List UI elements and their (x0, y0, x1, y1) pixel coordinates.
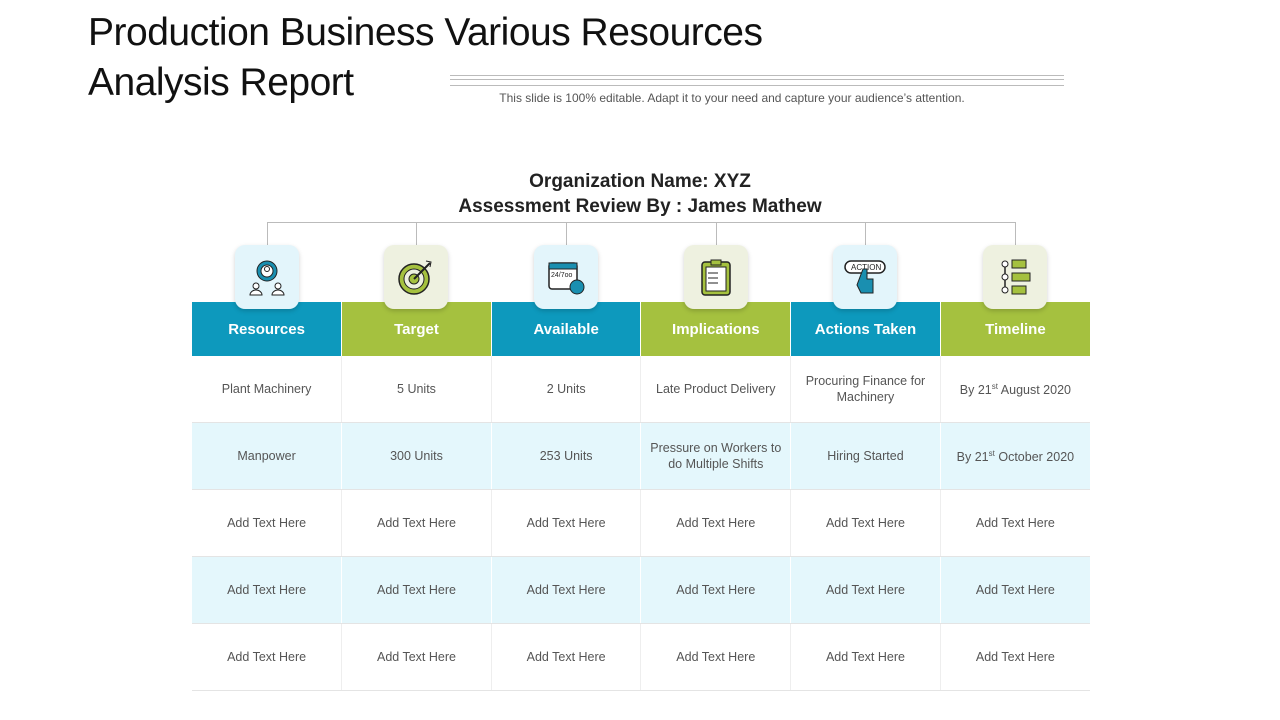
table-cell: By 21st August 2020 (940, 356, 1090, 423)
table-cell: By 21st October 2020 (940, 422, 1090, 490)
clipboard-icon (684, 245, 748, 309)
table-cell: Manpower (192, 422, 343, 490)
table-cell: Add Text Here (940, 623, 1090, 691)
table-row: Manpower 300 Units 253 Units Pressure on Wo… (192, 422, 1090, 490)
connector-drop (716, 222, 717, 246)
slide-title: Production Business Various Resources Ana… (88, 8, 763, 108)
column-header-implications: Implications (640, 302, 792, 356)
table-cell: 5 Units (341, 356, 492, 423)
column-header-resources: Resources (192, 302, 343, 356)
table-cell: Add Text Here (491, 556, 642, 624)
table-cell: Add Text Here (192, 556, 343, 624)
reviewer: Assessment Review By : James Mathew (458, 196, 822, 217)
connector-drop (1015, 222, 1016, 246)
table-row: Add Text Here Add Text Here Add Text Here A… (192, 489, 1090, 557)
table-cell: Add Text Here (192, 489, 343, 557)
table-cell: Add Text Here (491, 489, 642, 557)
title-line-2: Analysis Report (88, 61, 354, 104)
table-row: Add Text Here Add Text Here Add Text Here A… (192, 556, 1090, 624)
connector-line (267, 222, 1016, 223)
column-header-timeline: Timeline (940, 302, 1090, 356)
svg-text:24/7oo: 24/7oo (551, 272, 573, 279)
table-cell: Pressure on Workers to do Multiple Shift… (640, 422, 792, 490)
people-gear-icon (235, 245, 299, 309)
connector-drop (416, 222, 417, 246)
org-name: Organization Name: XYZ (529, 171, 751, 192)
table-cell: Procuring Finance for Machinery (790, 356, 941, 423)
table-cell: Add Text Here (192, 623, 343, 691)
connector-drop (566, 222, 567, 246)
table-cell: Add Text Here (790, 556, 941, 624)
table-cell: Late Product Delivery (640, 356, 792, 423)
table-cell: 253 Units (491, 422, 642, 490)
table-cell: Add Text Here (341, 623, 492, 691)
table-cell: Add Text Here (640, 556, 792, 624)
connector-drop (267, 222, 268, 246)
column-header-available: Available (491, 302, 642, 356)
action-button-icon: ACTION (833, 245, 897, 309)
table-cell: Add Text Here (341, 489, 492, 557)
resources-table: Resources Target Available Implications Acti… (192, 302, 1090, 691)
connector-drop (865, 222, 866, 246)
table-cell: Add Text Here (940, 556, 1090, 624)
svg-text:ACTION: ACTION (851, 263, 881, 272)
table-cell: Add Text Here (341, 556, 492, 624)
table-cell: Add Text Here (940, 489, 1090, 557)
table-cell: Plant Machinery (192, 356, 343, 423)
table-cell: 2 Units (491, 356, 642, 423)
decorative-lines (450, 75, 1064, 86)
table-cell: Add Text Here (790, 623, 941, 691)
column-header-target: Target (341, 302, 492, 356)
table-row: Add Text Here Add Text Here Add Text Here A… (192, 623, 1090, 691)
organization-heading: Organization Name: XYZ Assessment Review … (340, 169, 940, 219)
title-line-1: Production Business Various Resources (88, 11, 763, 54)
calendar-24-7-icon: 24/7oo (534, 245, 598, 309)
subtitle: This slide is 100% editable. Adapt it to… (499, 91, 965, 105)
table-cell: 300 Units (341, 422, 492, 490)
table-cell: Add Text Here (491, 623, 642, 691)
table-cell: Add Text Here (640, 623, 792, 691)
column-header-actions-taken: Actions Taken (790, 302, 941, 356)
table-cell: Add Text Here (640, 489, 792, 557)
table-row: Plant Machinery 5 Units 2 Units Late Produc… (192, 356, 1090, 423)
target-icon (384, 245, 448, 309)
table-cell: Add Text Here (790, 489, 941, 557)
table-cell: Hiring Started (790, 422, 941, 490)
timeline-icon (983, 245, 1047, 309)
